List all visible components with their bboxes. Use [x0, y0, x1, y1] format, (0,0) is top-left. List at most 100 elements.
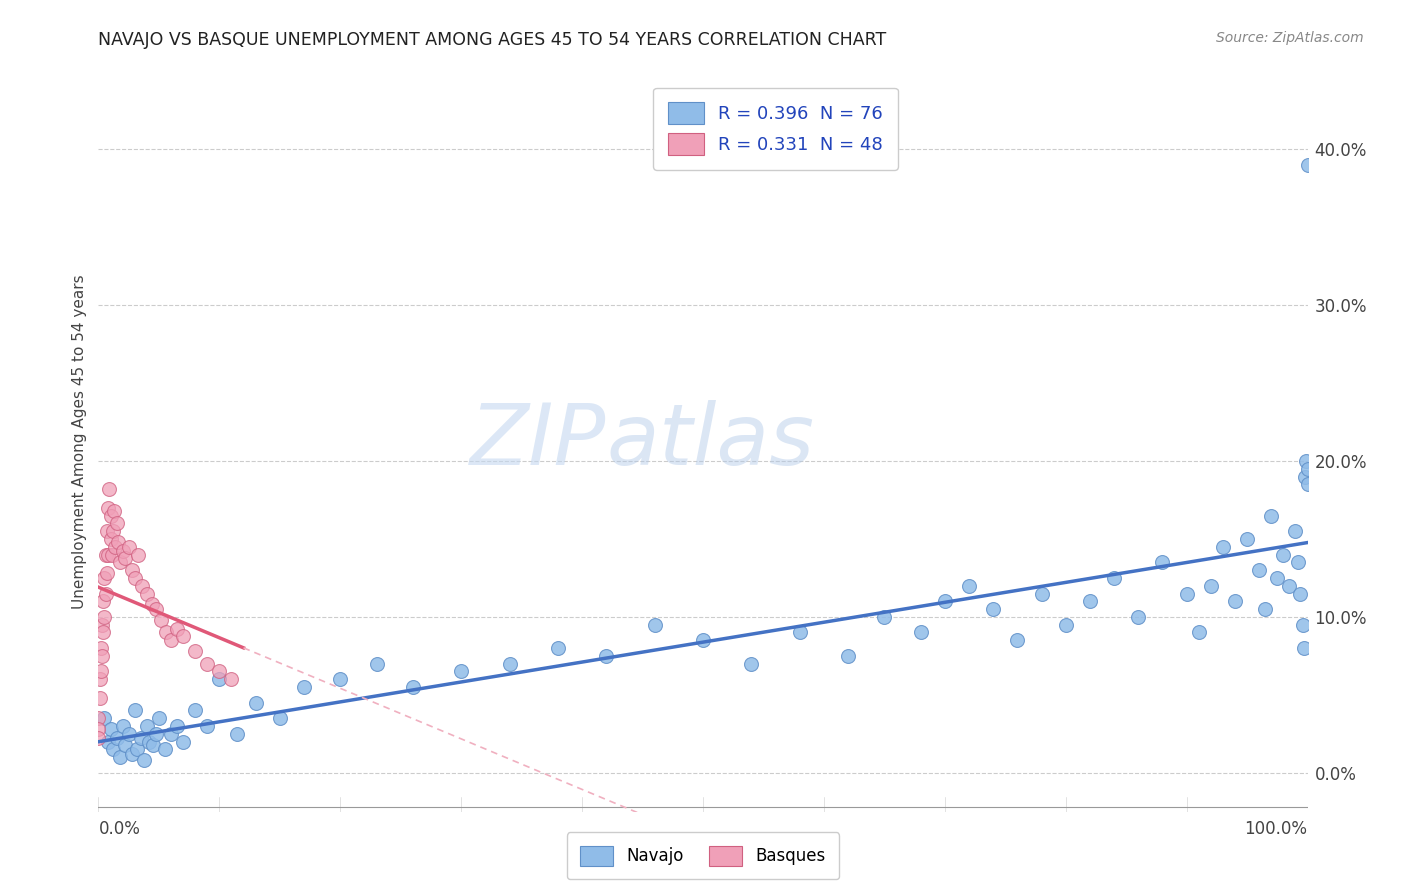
Point: [1188, 625, 1211, 640]
Point: [1249, 563, 1271, 577]
Point: [160, 727, 183, 741]
Point: [498, 657, 520, 671]
Point: [292, 680, 315, 694]
Point: [121, 747, 143, 761]
Point: [114, 738, 136, 752]
Point: [107, 535, 129, 549]
Point: [93, 610, 115, 624]
Point: [131, 579, 153, 593]
Point: [97, 500, 120, 515]
Point: [1292, 617, 1315, 632]
Point: [644, 617, 666, 632]
Point: [129, 731, 152, 746]
Point: [135, 586, 157, 600]
Point: [1199, 579, 1222, 593]
Point: [166, 623, 188, 637]
Point: [366, 657, 388, 671]
Point: [114, 550, 136, 565]
Point: [87, 722, 110, 736]
Point: [94, 586, 117, 600]
Point: [1031, 586, 1053, 600]
Point: [184, 644, 207, 658]
Point: [1294, 469, 1316, 483]
Point: [138, 734, 160, 748]
Point: [1175, 586, 1198, 600]
Text: Source: ZipAtlas.com: Source: ZipAtlas.com: [1216, 31, 1364, 45]
Point: [98, 482, 121, 496]
Point: [103, 504, 125, 518]
Point: [111, 719, 134, 733]
Text: ZIP: ZIP: [470, 400, 606, 483]
Point: [160, 633, 183, 648]
Point: [1286, 555, 1309, 569]
Point: [121, 563, 143, 577]
Point: [89, 672, 111, 686]
Point: [1289, 586, 1312, 600]
Point: [208, 672, 231, 686]
Text: 0.0%: 0.0%: [98, 820, 141, 838]
Point: [91, 617, 114, 632]
Point: [402, 680, 425, 694]
Point: [1272, 548, 1295, 562]
Point: [172, 734, 194, 748]
Point: [1236, 532, 1258, 546]
Point: [195, 657, 218, 671]
Point: [124, 571, 146, 585]
Point: [195, 719, 218, 733]
Text: atlas: atlas: [606, 400, 814, 483]
Point: [90, 665, 112, 679]
Point: [100, 532, 122, 546]
Point: [1296, 477, 1319, 491]
Point: [108, 750, 131, 764]
Point: [135, 719, 157, 733]
Point: [118, 540, 141, 554]
Point: [105, 516, 128, 531]
Text: 100.0%: 100.0%: [1244, 820, 1308, 838]
Point: [97, 548, 120, 562]
Point: [96, 566, 118, 581]
Point: [100, 722, 122, 736]
Point: [1292, 641, 1315, 656]
Point: [957, 579, 980, 593]
Point: [104, 540, 127, 554]
Y-axis label: Unemployment Among Ages 45 to 54 years: Unemployment Among Ages 45 to 54 years: [72, 274, 87, 609]
Point: [91, 594, 114, 608]
Point: [1254, 602, 1277, 616]
Point: [94, 548, 117, 562]
Point: [1128, 610, 1150, 624]
Point: [101, 524, 124, 538]
Point: [1296, 158, 1319, 172]
Point: [208, 665, 231, 679]
Point: [1054, 617, 1077, 632]
Text: NAVAJO VS BASQUE UNEMPLOYMENT AMONG AGES 45 TO 54 YEARS CORRELATION CHART: NAVAJO VS BASQUE UNEMPLOYMENT AMONG AGES…: [98, 31, 887, 49]
Point: [153, 742, 176, 756]
Point: [145, 602, 167, 616]
Point: [1102, 571, 1125, 585]
Point: [124, 703, 146, 717]
Point: [105, 731, 128, 746]
Point: [1152, 555, 1174, 569]
Point: [1284, 524, 1306, 538]
Legend: Navajo, Basques: Navajo, Basques: [567, 832, 839, 880]
Point: [127, 742, 149, 756]
Point: [221, 672, 243, 686]
Point: [100, 548, 122, 562]
Point: [226, 727, 249, 741]
Point: [93, 711, 115, 725]
Point: [145, 727, 167, 741]
Point: [1212, 540, 1234, 554]
Point: [100, 508, 122, 523]
Point: [134, 753, 156, 767]
Point: [91, 625, 114, 640]
Point: [910, 625, 932, 640]
Point: [118, 727, 141, 741]
Point: [1007, 633, 1029, 648]
Point: [1278, 579, 1301, 593]
Point: [93, 571, 115, 585]
Point: [329, 672, 352, 686]
Point: [150, 613, 173, 627]
Point: [1223, 594, 1246, 608]
Point: [108, 555, 131, 569]
Point: [1078, 594, 1101, 608]
Point: [837, 648, 859, 663]
